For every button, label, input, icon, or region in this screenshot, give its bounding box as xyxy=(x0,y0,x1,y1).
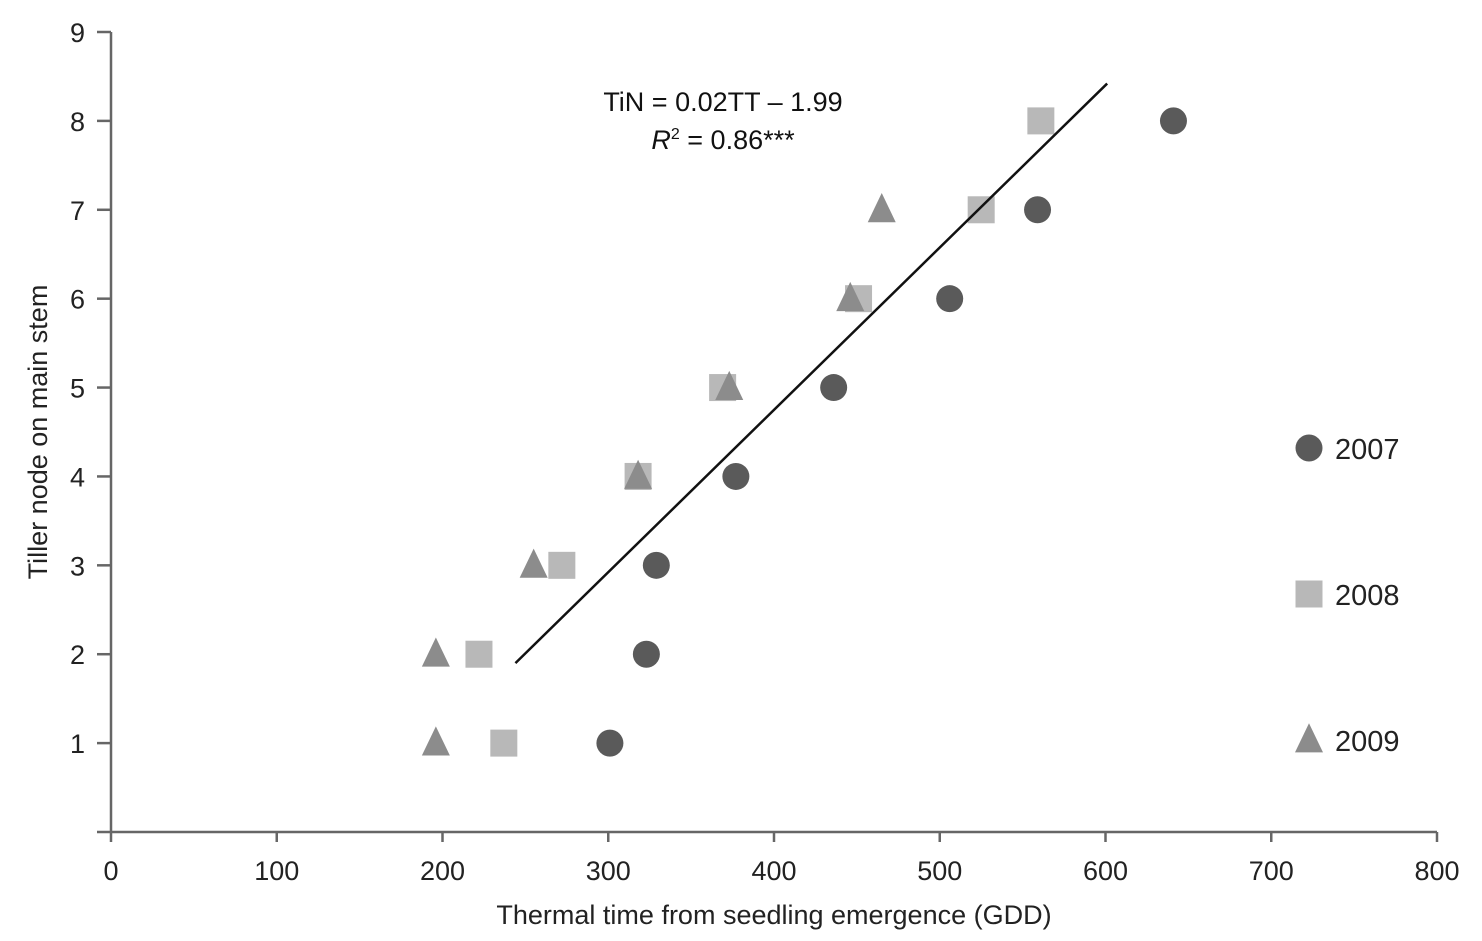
data-point-2009 xyxy=(624,459,653,489)
series-2007 xyxy=(596,107,1187,757)
data-point-2007 xyxy=(642,551,670,579)
tick-labels: 0 100 200 300 400 500 600 700 800 1 2 3 4 5 6 7 8 9 xyxy=(70,18,1460,886)
r-squared-value: = 0.86*** xyxy=(680,125,795,155)
y-tick-label: 3 xyxy=(70,551,85,581)
x-tick-label: 300 xyxy=(586,856,631,886)
data-point-2008 xyxy=(548,551,576,579)
data-point-2009 xyxy=(421,726,450,756)
data-point-2008 xyxy=(490,729,518,757)
data-point-2007 xyxy=(632,640,660,668)
regression-line xyxy=(514,82,1109,665)
r-squared-annotation: R2 = 0.86*** xyxy=(651,125,795,155)
x-tick-label: 0 xyxy=(103,856,118,886)
data-point-2008 xyxy=(1027,107,1055,135)
axes xyxy=(97,32,1437,834)
x-tick-label: 500 xyxy=(917,856,962,886)
data-point-2007 xyxy=(596,729,624,757)
data-point-2009 xyxy=(715,370,744,400)
legend-marker-2008 xyxy=(1295,580,1323,608)
r-squared-symbol: R xyxy=(651,125,671,155)
data-point-2009 xyxy=(836,281,865,312)
legend-label-2008: 2008 xyxy=(1335,580,1400,612)
data-point-2007 xyxy=(722,462,750,490)
data-point-2008 xyxy=(967,196,995,224)
y-tick-label: 7 xyxy=(70,196,85,226)
y-tick-label: 2 xyxy=(70,640,85,670)
legend-item-2009: 2009 xyxy=(1295,723,1400,758)
data-point-2007 xyxy=(1159,107,1187,135)
y-tick-label: 5 xyxy=(70,374,85,404)
x-tick-label: 600 xyxy=(1083,856,1128,886)
y-tick-label: 8 xyxy=(70,107,85,137)
y-tick-label: 4 xyxy=(70,462,85,492)
legend-label-2007: 2007 xyxy=(1335,434,1400,466)
y-tick-label: 9 xyxy=(70,18,85,48)
legend-label-2009: 2009 xyxy=(1335,726,1400,758)
axis-ticks xyxy=(97,30,1439,842)
regression-line-group xyxy=(514,82,1109,665)
data-point-2009 xyxy=(421,637,450,667)
x-axis-title: Thermal time from seedling emergence (GD… xyxy=(496,900,1051,930)
data-point-2007 xyxy=(936,285,964,313)
legend-item-2008: 2008 xyxy=(1295,580,1400,612)
data-point-2007 xyxy=(1024,196,1052,224)
legend-marker-2007 xyxy=(1295,434,1323,462)
x-tick-label: 400 xyxy=(751,856,796,886)
x-tick-label: 700 xyxy=(1249,856,1294,886)
series-2008 xyxy=(465,107,1055,757)
data-point-2009 xyxy=(867,193,896,223)
legend-item-2007: 2007 xyxy=(1295,434,1400,466)
data-point-2008 xyxy=(465,640,493,668)
y-axis-title: Tiller node on main stem xyxy=(23,285,53,580)
data-point-2009 xyxy=(519,548,548,578)
x-tick-label: 100 xyxy=(254,856,299,886)
regression-equation: TiN = 0.02TT – 1.99 xyxy=(603,87,842,117)
x-tick-label: 800 xyxy=(1414,856,1459,886)
r-squared-superscript: 2 xyxy=(671,126,680,143)
series-2009 xyxy=(421,193,896,756)
legend-marker-2009 xyxy=(1295,723,1323,753)
y-tick-label: 6 xyxy=(70,285,85,315)
data-point-2007 xyxy=(820,374,848,402)
y-tick-label: 1 xyxy=(70,729,85,759)
x-tick-label: 200 xyxy=(420,856,465,886)
legend: 2007 2008 2009 xyxy=(1295,434,1400,758)
data-points xyxy=(421,107,1187,757)
